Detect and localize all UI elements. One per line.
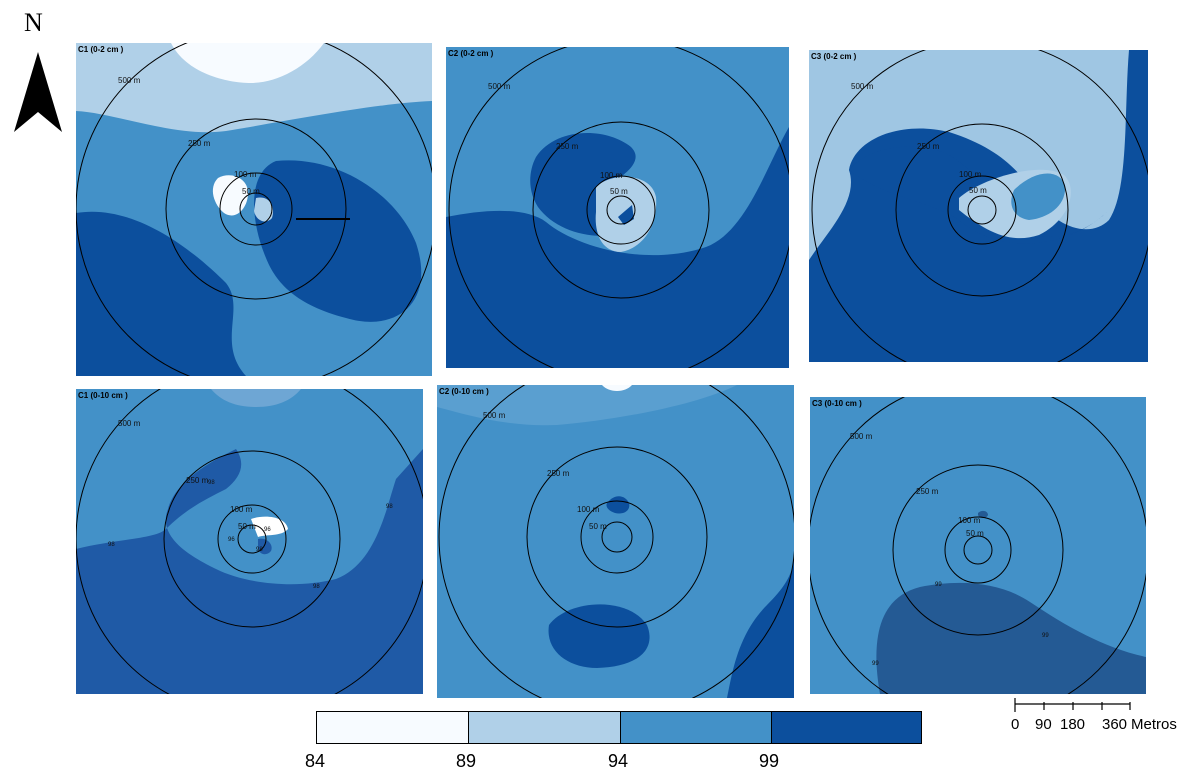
contour-label: 96: [264, 527, 271, 533]
legend-swatch-3: [620, 711, 772, 744]
ring-label-100: 100 m: [234, 170, 257, 179]
contour-label: 99: [872, 661, 879, 667]
ring-label-100: 100 m: [959, 170, 982, 179]
scale-tick-0: 0: [1011, 716, 1020, 733]
color-legend: [316, 711, 922, 746]
legend-break: 99: [759, 751, 780, 771]
legend-swatch-4: [771, 711, 922, 744]
scale-tick-90: 90: [1035, 716, 1052, 733]
map-panel-c1-0-2: 500 m 250 m 100 m 50 m C1 (0-2 cm ): [76, 43, 432, 376]
north-arrow-icon: [14, 52, 62, 132]
map-panel-c3-0-10: 500 m 250 m 100 m 50 m 99 99 99 C3 (0-10…: [810, 397, 1146, 694]
ring-label-250: 250 m: [186, 476, 209, 485]
map-panel-c2-0-2: 500 m 250 m 100 m 50 m C2 (0-2 cm ): [446, 47, 789, 368]
north-label: N: [24, 8, 43, 37]
ring-label-500: 500 m: [850, 432, 873, 441]
scale-bar: [1014, 698, 1131, 712]
ring-label-250: 250 m: [188, 139, 211, 148]
ring-label-50: 50 m: [242, 187, 260, 196]
ring-label-50: 50 m: [966, 529, 984, 538]
ring-label-50: 50 m: [610, 187, 628, 196]
contour-label: 98: [313, 584, 320, 590]
legend-break: 84: [305, 751, 326, 771]
panel-title: C3 (0-10 cm ): [812, 399, 862, 408]
ring-label-250: 250 m: [547, 469, 570, 478]
ring-label-100: 100 m: [600, 171, 623, 180]
panel-title: C1 (0-2 cm ): [78, 45, 124, 54]
panel-title: C1 (0-10 cm ): [78, 391, 128, 400]
map-panel-c1-0-10: 500 m 250 m 100 m 50 m 98 98 98 96 96 98…: [76, 389, 423, 694]
contour-label: 96: [228, 537, 235, 543]
ring-label-50: 50 m: [238, 522, 256, 531]
map-panel-c2-0-10: 500 m 250 m 100 m 50 m C2 (0-10 cm ): [437, 385, 794, 698]
ring-label-50: 50 m: [589, 522, 607, 531]
legend-swatch-1: [316, 711, 469, 744]
panel-title: C2 (0-10 cm ): [439, 387, 489, 396]
ring-label-500: 500 m: [118, 419, 141, 428]
ring-label-500: 500 m: [118, 76, 141, 85]
ring-label-100: 100 m: [577, 505, 600, 514]
ring-label-500: 500 m: [488, 82, 511, 91]
scale-unit: Metros: [1131, 716, 1177, 733]
panel-title: C2 (0-2 cm ): [448, 49, 494, 58]
contour-label: 98: [256, 547, 263, 553]
ring-label-500: 500 m: [483, 411, 506, 420]
ring-label-500: 500 m: [851, 82, 874, 91]
legend-break: 89: [456, 751, 477, 771]
legend-break: 94: [608, 751, 629, 771]
contour-label: 98: [386, 504, 393, 510]
ring-label-250: 250 m: [917, 142, 940, 151]
ring-label-100: 100 m: [230, 505, 253, 514]
contour-label: 99: [1042, 633, 1049, 639]
scale-tick-360: 360: [1102, 716, 1128, 733]
ring-label-50: 50 m: [969, 186, 987, 195]
ring-label-250: 250 m: [916, 487, 939, 496]
north-arrow: N: [0, 0, 75, 140]
panel-title: C3 (0-2 cm ): [811, 52, 857, 61]
map-panel-c3-0-2: 500 m 250 m 100 m 50 m C3 (0-2 cm ): [809, 50, 1148, 362]
contour-label: 98: [208, 480, 215, 486]
scale-tick-180: 180: [1060, 716, 1086, 733]
legend-swatch-2: [468, 711, 621, 744]
contour-label: 98: [108, 542, 115, 548]
contour-label: 99: [935, 582, 942, 588]
ring-label-250: 250 m: [556, 142, 579, 151]
ring-label-100: 100 m: [958, 516, 981, 525]
